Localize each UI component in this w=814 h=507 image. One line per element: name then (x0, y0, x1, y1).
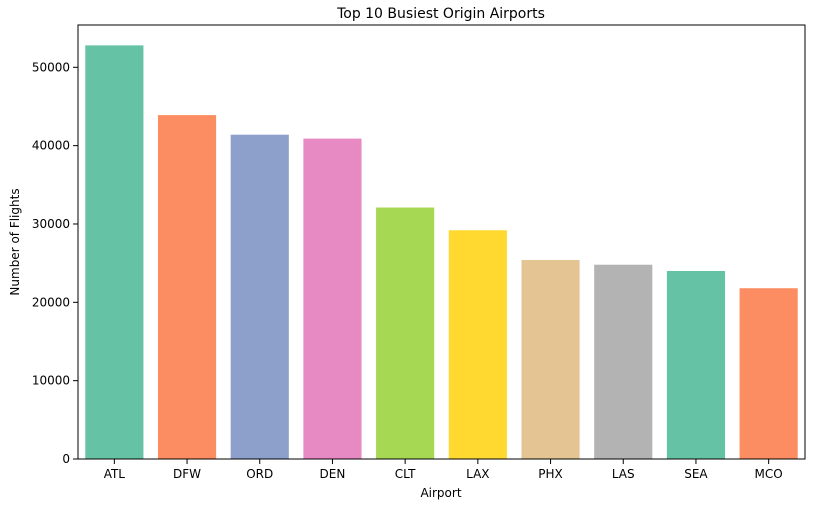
x-axis-label: Airport (420, 486, 461, 500)
x-tick-label-las: LAS (612, 467, 635, 481)
x-tick-label-lax: LAX (466, 467, 489, 481)
y-axis-label: Number of Flights (8, 188, 22, 295)
x-tick-label-clt: CLT (395, 467, 416, 481)
x-tick-label-sea: SEA (684, 467, 708, 481)
x-tick-label-ord: ORD (246, 467, 273, 481)
x-axis-ticks: ATL DFW ORD DEN CLT LAX PHX LAS SEA MCO (104, 459, 783, 481)
bar-clt (376, 207, 435, 459)
x-tick-label-dfw: DFW (173, 467, 201, 481)
bar-las (594, 264, 653, 459)
bar-den (303, 138, 362, 460)
y-tick-label: 20000 (32, 295, 70, 309)
chart-title: Top 10 Busiest Origin Airports (336, 6, 545, 22)
y-tick-label: 10000 (32, 374, 70, 388)
bar-dfw (157, 115, 217, 459)
y-tick-label: 50000 (32, 60, 70, 74)
x-tick-label-mco: MCO (755, 467, 783, 481)
bar-ord (230, 134, 289, 459)
x-tick-label-den: DEN (320, 467, 346, 481)
plot-frame (77, 24, 806, 460)
y-tick-label: 0 (62, 452, 70, 466)
bars-group (85, 45, 798, 460)
y-tick-label: 40000 (32, 139, 70, 153)
x-tick-label-atl: ATL (104, 467, 126, 481)
bar-sea (666, 270, 726, 459)
bar-lax (448, 230, 507, 459)
bar-phx (521, 260, 580, 459)
y-tick-label: 30000 (32, 217, 70, 231)
bar-mco (739, 288, 798, 459)
bar-atl (85, 45, 144, 460)
y-axis-ticks: 0 10000 20000 30000 40000 50000 (32, 60, 78, 466)
x-tick-label-phx: PHX (538, 467, 562, 481)
